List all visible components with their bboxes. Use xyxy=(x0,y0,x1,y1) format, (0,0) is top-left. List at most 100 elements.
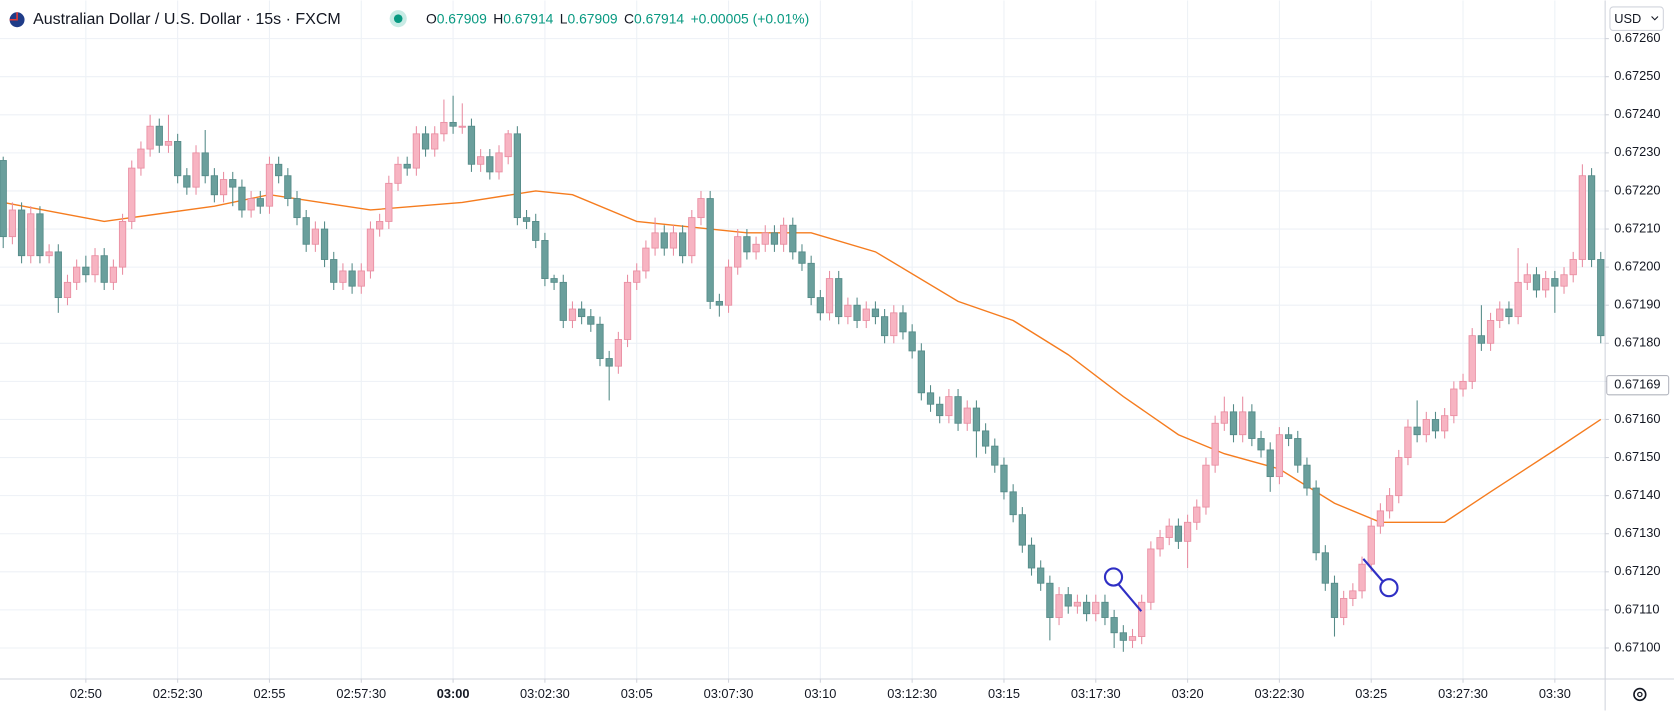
candle-body xyxy=(522,217,531,222)
candle-body xyxy=(936,403,944,417)
x-tick-label: 03:00 xyxy=(437,686,470,701)
candle-body xyxy=(1505,308,1513,318)
candle-body xyxy=(1441,415,1449,432)
candle-body xyxy=(568,308,577,321)
candle-body xyxy=(1514,281,1522,318)
candle-body xyxy=(256,198,264,207)
candle-body xyxy=(587,316,595,325)
candle-body xyxy=(54,251,62,299)
x-tick-label: 02:57:30 xyxy=(336,686,386,701)
candle-body xyxy=(440,121,448,135)
candle-body xyxy=(302,217,310,245)
candle-body xyxy=(1055,594,1063,618)
candle-body xyxy=(467,125,476,165)
x-tick-label: 03:12:30 xyxy=(887,686,937,701)
candle-body xyxy=(0,160,7,238)
candle-body xyxy=(1284,434,1293,439)
y-tick-label: 0.67180 xyxy=(1614,335,1660,350)
candle-body xyxy=(91,255,99,276)
candle-body xyxy=(1532,274,1541,291)
candle-body xyxy=(1147,548,1155,603)
candle-body xyxy=(247,198,255,211)
candle-body xyxy=(403,163,411,169)
candle-body xyxy=(1385,495,1394,512)
candle-body xyxy=(1220,411,1228,424)
candle-body xyxy=(1248,411,1256,439)
candle-body xyxy=(550,278,558,283)
candle-body xyxy=(1578,175,1587,260)
candle-body xyxy=(1340,598,1348,618)
candle-body xyxy=(118,220,127,268)
candle-body xyxy=(844,304,852,318)
candle-body xyxy=(183,175,191,188)
candle-body xyxy=(128,167,136,222)
candle-body xyxy=(357,270,365,287)
candle-body xyxy=(1183,521,1192,542)
candle-body xyxy=(293,198,301,219)
candle-body xyxy=(642,247,650,272)
candle-body xyxy=(1119,632,1127,641)
x-tick-label: 03:22:30 xyxy=(1254,686,1304,701)
y-tick-label: 0.67220 xyxy=(1614,182,1660,197)
candle-body xyxy=(1073,601,1082,607)
candle-body xyxy=(155,125,163,146)
candle-body xyxy=(926,392,935,405)
candle-body xyxy=(1404,426,1412,458)
candle-body xyxy=(816,297,824,314)
candle-body xyxy=(981,430,990,447)
candle-body xyxy=(1303,464,1311,489)
settings-gear[interactable] xyxy=(1633,687,1647,702)
x-tick-label: 03:05 xyxy=(621,686,653,701)
candle-body xyxy=(513,133,521,219)
legend-value: 0.67914 xyxy=(503,10,553,26)
grid xyxy=(0,0,1605,679)
candle-body xyxy=(853,304,861,321)
candle-body xyxy=(100,255,108,283)
candle-body xyxy=(449,121,457,127)
candle-body xyxy=(678,232,687,257)
candle-body xyxy=(8,209,17,238)
annotation-circle xyxy=(1103,567,1124,587)
x-tick-label: 02:52:30 xyxy=(153,686,203,701)
candle-body xyxy=(1174,525,1183,542)
candle-body xyxy=(1000,464,1008,493)
candle-body xyxy=(1468,335,1476,382)
candle-body xyxy=(1257,438,1265,451)
legend-key: O xyxy=(426,10,437,26)
y-tick-label: 0.67240 xyxy=(1614,106,1660,121)
legend-value: 0.67909 xyxy=(437,10,487,26)
candle-body xyxy=(880,316,889,337)
status-dot xyxy=(393,14,403,23)
candle-body xyxy=(1597,259,1605,337)
candle-body xyxy=(633,270,641,283)
candle-body xyxy=(458,125,466,128)
candle-body xyxy=(835,278,843,318)
candle-body xyxy=(1376,510,1385,527)
candle-body xyxy=(761,232,769,245)
y-tick-label: 0.67100 xyxy=(1614,639,1660,654)
candle-body xyxy=(1422,419,1430,436)
candle-body xyxy=(109,266,118,283)
y-tick-label: 0.67190 xyxy=(1614,297,1660,312)
candle-body xyxy=(532,220,540,241)
candle-body xyxy=(192,152,200,188)
candle-body xyxy=(63,281,72,299)
settings-gear-center[interactable] xyxy=(1637,691,1643,698)
candle-body xyxy=(1349,590,1357,599)
candle-body xyxy=(330,259,338,283)
candle-body xyxy=(779,224,788,245)
settings-button[interactable] xyxy=(1633,687,1647,702)
candle-body xyxy=(311,228,320,245)
candle-body xyxy=(495,152,503,173)
x-tick-label: 03:30 xyxy=(1539,686,1571,701)
candle-body xyxy=(1101,601,1109,618)
currency-button[interactable] xyxy=(1609,6,1664,31)
candle-body xyxy=(229,179,237,188)
flag-icon-detail xyxy=(9,12,18,21)
y-tick-label: 0.67130 xyxy=(1614,525,1660,540)
currency-label[interactable]: USD xyxy=(1614,11,1641,26)
candle-body xyxy=(1110,617,1118,634)
candle-body xyxy=(697,198,705,219)
